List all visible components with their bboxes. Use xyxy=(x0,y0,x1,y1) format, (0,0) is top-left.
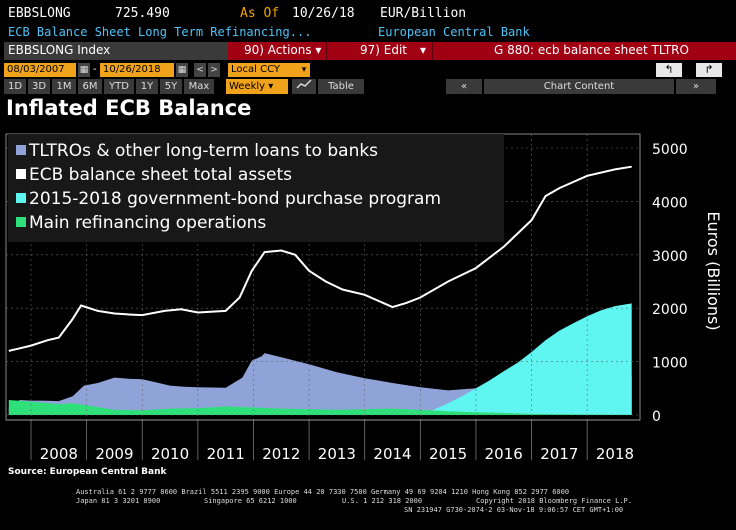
mro-area xyxy=(8,400,632,415)
x-tick-label: 2010 xyxy=(151,445,189,463)
chart-content-button[interactable]: Chart Content xyxy=(484,79,674,94)
footer-copyright: Copyright 2018 Bloomberg Finance L.P. xyxy=(476,497,632,505)
period-max[interactable]: Max xyxy=(184,79,214,94)
x-tick-label: 2013 xyxy=(318,445,356,463)
y-tick-label: 3000 xyxy=(652,249,688,265)
x-tick-label: 2015 xyxy=(429,445,467,463)
calendar-icon[interactable]: ▦ xyxy=(78,63,90,77)
y-axis-label: Euros (Billions) xyxy=(704,211,723,330)
source-bank: European Central Bank xyxy=(378,25,530,39)
command-bar: EBBSLONG Index 90) Actions ▾ 97) Edit ▾ … xyxy=(0,42,736,60)
legend-bond-program-label: 2015-2018 government-bond purchase progr… xyxy=(29,189,441,209)
index-field[interactable]: EBBSLONG Index xyxy=(4,42,228,60)
end-date-field[interactable]: 10/26/2018 xyxy=(100,63,174,77)
period-toolbar: 1D 3D 1M 6M YTD 1Y 5Y Max Weekly ▾ Table… xyxy=(0,79,736,94)
legend-total-assets-label: ECB balance sheet total assets xyxy=(29,165,292,185)
y-tick-label: 4000 xyxy=(652,195,688,211)
last-value: 725.490 xyxy=(115,6,170,21)
x-tick-label: 2012 xyxy=(262,445,300,463)
legend-mro-label: Main refinancing operations xyxy=(29,213,266,233)
footer-singapore: Singapore 65 6212 1000 xyxy=(204,497,297,505)
y-tick-label: 1000 xyxy=(652,356,688,372)
legend-tltro-swatch xyxy=(16,145,26,155)
ticker: EBBSLONG xyxy=(8,6,71,21)
y-tick-label: 5000 xyxy=(652,142,688,158)
separator xyxy=(326,42,327,60)
x-tick-label: 2011 xyxy=(207,445,245,463)
total-assets-line xyxy=(8,165,632,352)
chevron-down-icon[interactable]: ▾ xyxy=(298,63,310,77)
x-tick-label: 2016 xyxy=(485,445,523,463)
action-bar: 90) Actions ▾ 97) Edit ▾ G 880: ecb bala… xyxy=(228,42,736,60)
chart-type-icon[interactable] xyxy=(292,79,316,94)
period-1d[interactable]: 1D xyxy=(4,79,26,94)
x-tick-label: 2017 xyxy=(540,445,578,463)
period-3d[interactable]: 3D xyxy=(28,79,50,94)
bond-program-area xyxy=(414,303,632,415)
period-5y[interactable]: 5Y xyxy=(160,79,182,94)
currency-label: Local CCY xyxy=(231,64,280,75)
chart-content-label: Chart Content xyxy=(543,81,615,92)
range-dash: - xyxy=(93,64,97,75)
footer-line: Australia 61 2 9777 8600 Brazil 5511 239… xyxy=(76,488,570,496)
currency-select[interactable]: Local CCY xyxy=(228,63,298,77)
collapse-left-icon[interactable]: « xyxy=(446,79,482,94)
period-1m[interactable]: 1M xyxy=(52,79,76,94)
footer-japan: Japan 81 3 3201 8900 xyxy=(76,497,161,505)
footer-serial-text: SN 231947 G730-2074-2 03-Nov-18 9:06:57 … xyxy=(404,506,624,514)
legend-bond-program-swatch xyxy=(16,193,26,203)
actions-menu[interactable]: 90) Actions ▾ xyxy=(244,43,322,57)
y-tick-label: 0 xyxy=(652,409,661,425)
period-1y[interactable]: 1Y xyxy=(136,79,158,94)
legend-mro-swatch xyxy=(16,217,26,227)
line-chart-icon xyxy=(296,79,312,89)
x-tick-label: 2018 xyxy=(596,445,634,463)
asof-label: As Of xyxy=(240,6,280,21)
y-tick-label: 2000 xyxy=(652,302,688,318)
period-6m[interactable]: 6M xyxy=(78,79,102,94)
table-button[interactable]: Table xyxy=(318,79,364,94)
redo-icon[interactable]: ↱ xyxy=(696,63,722,77)
x-tick-label: 2014 xyxy=(373,445,411,463)
prev-period-button[interactable]: < xyxy=(194,63,206,77)
security-description-row: ECB Balance Sheet Long Term Refinancing.… xyxy=(0,25,736,41)
x-tick-label: 2008 xyxy=(40,445,78,463)
start-date-field[interactable]: 08/03/2007 xyxy=(4,63,76,77)
legend-box xyxy=(8,134,504,242)
page-title: Inflated ECB Balance xyxy=(6,96,252,120)
frequency-select[interactable]: Weekly ▾ xyxy=(226,79,288,94)
next-period-button[interactable]: > xyxy=(208,63,220,77)
footer-us: U.S. 1 212 318 2000 xyxy=(342,497,423,505)
ecb-balance-chart: 0 1000 2000 3000 4000 5000 2008 2009 2010 2011 201… xyxy=(5,133,723,463)
security-description: ECB Balance Sheet Long Term Refinancing.… xyxy=(8,25,312,39)
chart-name[interactable]: G 880: ecb balance sheet TLTRO xyxy=(494,43,689,57)
separator xyxy=(432,42,433,60)
chevron-down-icon[interactable]: ▾ xyxy=(420,43,427,57)
legend-tltro-label: TLTROs & other long-term loans to banks xyxy=(28,141,378,161)
x-tick-label: 2009 xyxy=(95,445,133,463)
security-header: EBBSLONG 725.490 As Of 10/26/18 EUR/Bill… xyxy=(0,0,736,24)
chart-source: Source: European Central Bank xyxy=(8,467,167,477)
asof-date: 10/26/18 xyxy=(292,6,355,21)
units-label: EUR/Billion xyxy=(380,6,467,21)
legend-total-assets-swatch xyxy=(16,169,26,179)
date-range-bar: 08/03/2007 ▦ - 10/26/2018 ▦ < > Local CC… xyxy=(0,62,736,78)
calendar-icon[interactable]: ▦ xyxy=(176,63,188,77)
edit-menu[interactable]: 97) Edit xyxy=(360,43,408,57)
period-ytd[interactable]: YTD xyxy=(104,79,134,94)
expand-right-icon[interactable]: » xyxy=(676,79,716,94)
undo-icon[interactable]: ↰ xyxy=(656,63,682,77)
